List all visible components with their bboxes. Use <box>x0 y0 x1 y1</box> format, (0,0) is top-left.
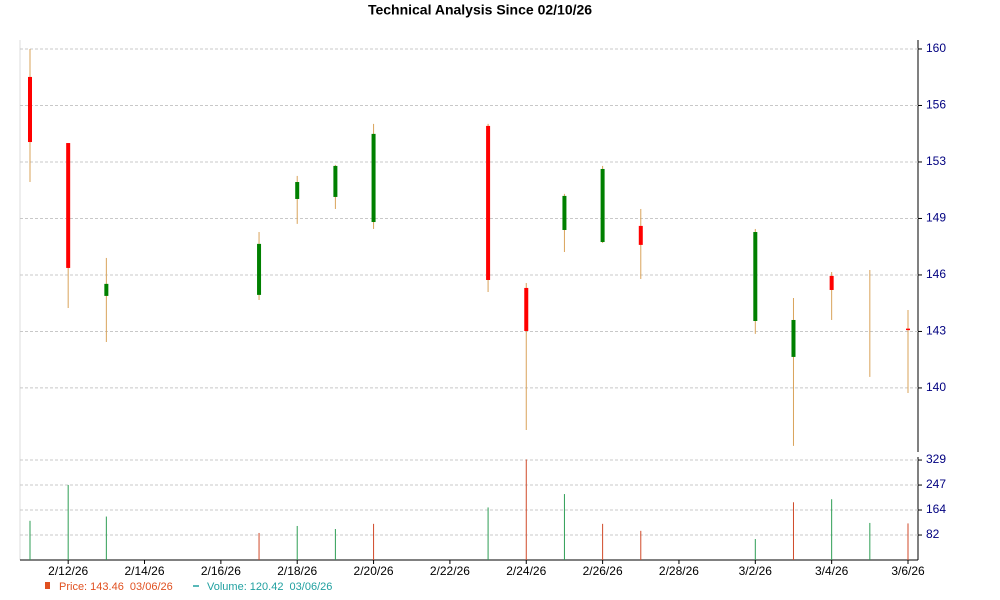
volume-bar <box>525 459 527 560</box>
chart-title: Technical Analysis Since 02/10/26 <box>368 2 592 18</box>
x-tick-label: 2/16/26 <box>201 564 241 578</box>
y-tick-label: 160 <box>926 41 946 55</box>
volume-bar <box>487 507 489 560</box>
candle-body <box>333 165 338 197</box>
candle-body <box>906 328 910 331</box>
candle-body <box>562 195 567 230</box>
candle-body <box>600 168 605 243</box>
candle-body <box>829 275 834 290</box>
x-tick-label: 2/22/26 <box>430 564 470 578</box>
candle-body <box>638 225 643 245</box>
volume-bar <box>105 516 107 560</box>
volume-bar <box>258 532 260 560</box>
y-tick-label: 82 <box>926 527 940 541</box>
y-tick-label: 329 <box>926 452 946 466</box>
candle-body <box>486 125 491 280</box>
candle-body <box>524 287 529 331</box>
y-tick-label: 143 <box>926 324 946 338</box>
candle-body <box>66 143 71 268</box>
y-tick-label: 153 <box>926 154 946 168</box>
candle-body <box>295 182 300 199</box>
x-tick-label: 2/20/26 <box>354 564 394 578</box>
x-tick-label: 2/18/26 <box>277 564 317 578</box>
volume-bar <box>67 484 69 560</box>
y-tick-label: 149 <box>926 211 946 225</box>
volume-bar <box>296 525 298 560</box>
legend-marker <box>45 582 50 589</box>
y-tick-label: 146 <box>926 267 946 281</box>
y-tick-label: 156 <box>926 98 946 112</box>
x-tick-label: 3/6/26 <box>891 564 925 578</box>
x-tick-label: 2/26/26 <box>583 564 623 578</box>
y-tick-label: 140 <box>926 380 946 394</box>
volume-bar <box>373 523 375 560</box>
y-tick-label: 164 <box>926 502 946 516</box>
volume-bar <box>831 499 833 560</box>
volume-bar <box>907 523 909 560</box>
volume-bar <box>869 522 871 560</box>
candle-body <box>257 243 262 295</box>
x-tick-label: 2/12/26 <box>48 564 88 578</box>
volume-bar <box>563 494 565 560</box>
candle-body <box>791 319 796 357</box>
x-tick-label: 3/4/26 <box>815 564 849 578</box>
volume-bar <box>602 523 604 560</box>
x-tick-label: 2/14/26 <box>124 564 164 578</box>
volume-bar <box>29 520 31 560</box>
y-tick-label: 247 <box>926 477 946 491</box>
candle-body <box>28 76 32 143</box>
volume-bar <box>792 502 794 560</box>
x-tick-label: 2/24/26 <box>506 564 546 578</box>
candle-body <box>371 133 376 223</box>
legend-label: Volume: 120.42 03/06/26 <box>207 581 332 593</box>
x-tick-label: 2/28/26 <box>659 564 699 578</box>
x-tick-label: 3/2/26 <box>739 564 773 578</box>
volume-bar <box>754 539 756 560</box>
candle-body <box>753 232 758 321</box>
legend-label: Price: 143.46 03/06/26 <box>59 581 173 593</box>
candle-body <box>104 283 109 296</box>
volume-bar <box>640 530 642 560</box>
volume-bar <box>334 529 336 560</box>
